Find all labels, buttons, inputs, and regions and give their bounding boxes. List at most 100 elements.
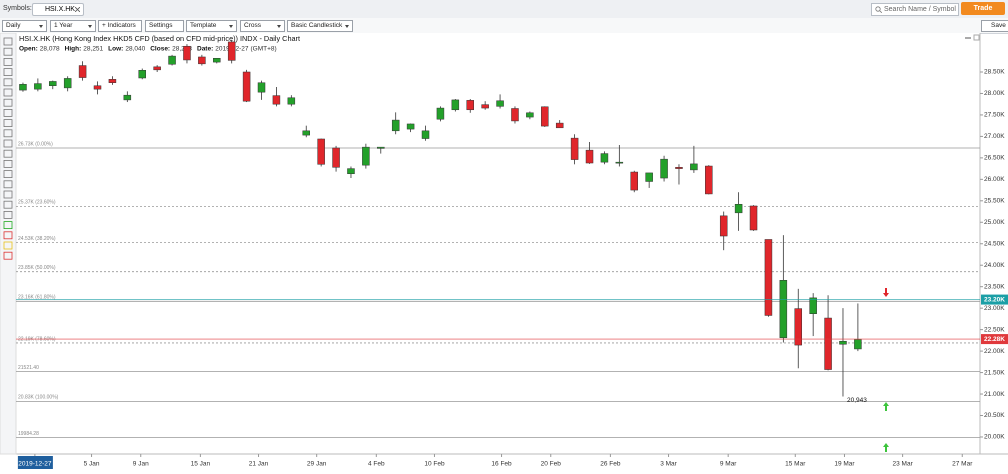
y-tick-label: 24.50K — [984, 240, 1005, 247]
drawing-toolbar — [0, 33, 17, 455]
arrow-up-icon — [883, 402, 889, 411]
candle-body — [227, 41, 236, 61]
candle-body — [272, 95, 281, 105]
button-label: 1 Year — [54, 22, 73, 29]
candle-body — [779, 280, 788, 339]
dropdown-caret — [277, 25, 281, 28]
tool-icon — [3, 129, 13, 138]
fib-level-label: 20.83K (100.00%) — [18, 395, 59, 401]
toolbar-button[interactable]: Basic Candlestick — [287, 20, 353, 32]
toolbar-button[interactable]: Settings — [145, 20, 184, 32]
y-tick-label: 24.00K — [984, 262, 1005, 269]
chart-title: HSI.X.HK (Hong Kong Index HKD5 CFD (base… — [19, 34, 300, 43]
candle-body — [63, 78, 72, 89]
tool-icon — [3, 200, 13, 209]
y-tick-label: 20.50K — [984, 412, 1005, 419]
candle-body — [600, 153, 609, 163]
x-tick-label: 23 Mar — [893, 461, 914, 468]
tool-icon — [3, 210, 13, 219]
candle-body — [660, 158, 668, 179]
toolbar-button[interactable]: Daily — [2, 20, 47, 32]
x-tick-label: 3 Mar — [660, 461, 677, 468]
candle-body — [153, 66, 161, 71]
maximize-icon[interactable] — [973, 34, 980, 41]
symbol-chip[interactable]: HSI.X.HK — [32, 3, 84, 16]
y-tick-label: 23.00K — [984, 305, 1005, 312]
info-label: Open: — [19, 46, 38, 53]
y-tick-label: 27.00K — [984, 133, 1005, 140]
dropdown-caret — [39, 25, 43, 28]
candle-body — [213, 57, 221, 63]
info-label: Date: — [197, 46, 213, 53]
minimize-icon[interactable] — [965, 37, 971, 39]
candle-body — [436, 107, 445, 120]
candle-body — [406, 123, 415, 130]
tool-icon — [3, 160, 13, 168]
arrow-down-icon — [883, 288, 889, 297]
info-value: 28,040 — [125, 46, 145, 53]
candle-body — [630, 171, 638, 191]
toolbar-button[interactable]: Template — [186, 20, 237, 32]
plot-area — [0, 33, 980, 454]
candle-body — [287, 97, 296, 105]
symbols-label: Symbols: — [3, 5, 32, 12]
trade-button[interactable]: Trade — [961, 2, 1005, 15]
candle-body — [34, 83, 42, 90]
y-tick-label: 28.00K — [984, 90, 1005, 97]
button-label: Template — [190, 22, 217, 29]
candle-body — [93, 85, 102, 90]
date-highlight — [17, 456, 53, 469]
toolbar-button[interactable]: 1 Year — [50, 20, 96, 32]
search-placeholder: Search Name / Symbol — [884, 6, 956, 13]
tool-icon — [3, 47, 13, 56]
price-marker-box — [981, 334, 1008, 345]
fib-level-label: 19984.28 — [18, 431, 39, 437]
y-tick-label: 25.00K — [984, 219, 1005, 226]
info-label: High: — [65, 46, 82, 53]
candle-body — [108, 79, 117, 83]
candle-body — [332, 147, 340, 168]
tool-icon — [3, 98, 13, 107]
tool-icon — [3, 251, 13, 260]
save-button[interactable]: Save — [981, 20, 1008, 32]
tool-icon — [3, 149, 13, 158]
y-tick-label: 23.50K — [984, 283, 1005, 290]
candle-body — [183, 45, 191, 61]
ohlc-info: Open: 28,078 High: 28,251 Low: 28,040 Close: 28… — [19, 46, 277, 53]
candle-body — [257, 82, 266, 93]
fib-level-label: 25.37K (23.60%) — [18, 200, 56, 206]
y-tick-label: 25.50K — [984, 198, 1005, 205]
candle-body — [168, 55, 176, 65]
info-value: 28,213 — [172, 46, 192, 53]
fib-level-label: 24.53K (38.20%) — [18, 236, 56, 242]
tool-icon — [3, 109, 13, 117]
button-label: Daily — [6, 22, 21, 29]
tool-icon — [3, 57, 13, 66]
y-tick-label: 28.50K — [984, 69, 1005, 76]
price-marker-box — [981, 294, 1008, 305]
info-label: Close: — [150, 46, 170, 53]
candle-body — [734, 203, 743, 214]
candle-body — [19, 84, 27, 91]
candle-body — [391, 119, 400, 132]
x-tick-label: 10 Feb — [424, 461, 445, 468]
close-icon[interactable] — [75, 7, 80, 12]
x-tick-label: 26 Feb — [600, 461, 621, 468]
toolbar-button[interactable]: + Indicators — [98, 20, 142, 32]
toolbar-button[interactable]: Cross — [240, 20, 285, 32]
y-tick-label: 20.00K — [984, 434, 1005, 441]
candle-body — [123, 94, 132, 101]
annotation: 20,943 — [847, 397, 867, 404]
x-tick-label: 29 Jan — [307, 461, 327, 468]
candle-body — [645, 172, 653, 182]
y-tick-label: 21.50K — [984, 369, 1005, 376]
candle-body — [749, 205, 758, 231]
candle-body — [615, 161, 624, 164]
price-marker-label: 22.28K — [984, 336, 1005, 343]
candle-body — [78, 65, 87, 78]
x-tick-label: 9 Jan — [133, 461, 149, 468]
candle-body — [451, 99, 460, 111]
candle-body — [839, 340, 847, 345]
search-box[interactable]: Search Name / Symbol — [871, 3, 959, 16]
candle-body — [138, 70, 146, 79]
